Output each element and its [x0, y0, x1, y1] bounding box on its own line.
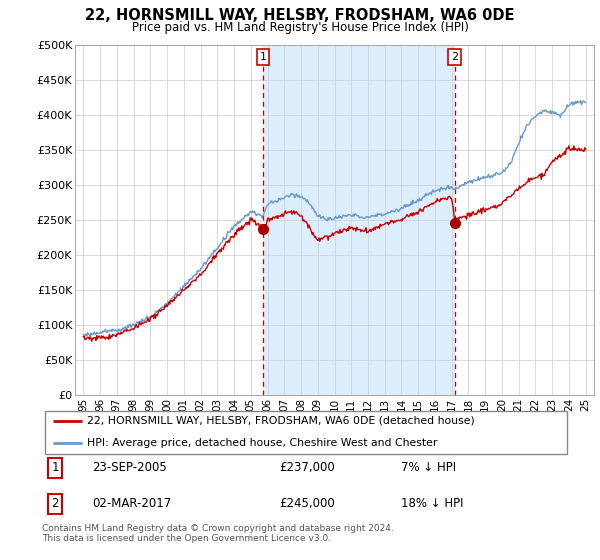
Text: 02-MAR-2017: 02-MAR-2017: [92, 497, 172, 510]
Text: Contains HM Land Registry data © Crown copyright and database right 2024.
This d: Contains HM Land Registry data © Crown c…: [42, 524, 394, 543]
Text: 1: 1: [52, 461, 59, 474]
Text: 22, HORNSMILL WAY, HELSBY, FRODSHAM, WA6 0DE (detached house): 22, HORNSMILL WAY, HELSBY, FRODSHAM, WA6…: [87, 416, 475, 426]
Text: HPI: Average price, detached house, Cheshire West and Chester: HPI: Average price, detached house, Ches…: [87, 438, 437, 448]
Text: £245,000: £245,000: [280, 497, 335, 510]
Text: 22, HORNSMILL WAY, HELSBY, FRODSHAM, WA6 0DE: 22, HORNSMILL WAY, HELSBY, FRODSHAM, WA6…: [85, 8, 515, 24]
Text: 2: 2: [451, 52, 458, 62]
Text: 7% ↓ HPI: 7% ↓ HPI: [401, 461, 456, 474]
Text: 2: 2: [52, 497, 59, 510]
Bar: [263, 45, 455, 395]
FancyBboxPatch shape: [44, 411, 568, 454]
Text: Price paid vs. HM Land Registry's House Price Index (HPI): Price paid vs. HM Land Registry's House …: [131, 21, 469, 34]
Text: 18% ↓ HPI: 18% ↓ HPI: [401, 497, 464, 510]
Text: 23-SEP-2005: 23-SEP-2005: [92, 461, 167, 474]
Text: £237,000: £237,000: [280, 461, 335, 474]
Text: 1: 1: [260, 52, 266, 62]
